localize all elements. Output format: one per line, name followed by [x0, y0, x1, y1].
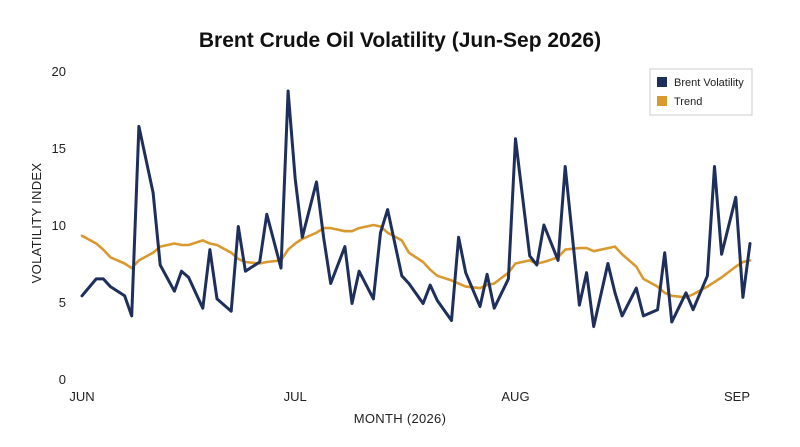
y-axis-ticks: 0 5 10 15 20 — [52, 64, 66, 387]
y-axis-label: VOLATILITY INDEX — [29, 163, 44, 284]
x-tick-label: SEP — [724, 389, 750, 404]
series-group — [80, 89, 752, 329]
y-tick-label: 10 — [52, 218, 66, 233]
legend-swatch-trend — [657, 96, 667, 106]
legend-box — [649, 68, 753, 116]
series-line-brent-volatility — [80, 89, 752, 329]
x-tick-label: JUL — [284, 389, 307, 404]
legend: Brent Volatility Trend — [649, 68, 753, 116]
legend-swatch-brent — [657, 77, 667, 87]
x-axis-label: MONTH (2026) — [354, 411, 446, 426]
x-tick-label: AUG — [501, 389, 529, 404]
x-tick-label: JUN — [69, 389, 94, 404]
legend-label-trend: Trend — [674, 96, 702, 108]
y-tick-label: 20 — [52, 64, 66, 79]
series-line-trend — [80, 223, 752, 299]
y-tick-label: 15 — [52, 141, 66, 156]
chart-title: Brent Crude Oil Volatility (Jun-Sep 2026… — [199, 29, 601, 52]
y-tick-label: 0 — [59, 372, 66, 387]
x-axis-ticks: JUN JUL AUG SEP — [69, 389, 750, 404]
legend-label-brent: Brent Volatility — [674, 77, 744, 89]
y-tick-label: 5 — [59, 295, 66, 310]
